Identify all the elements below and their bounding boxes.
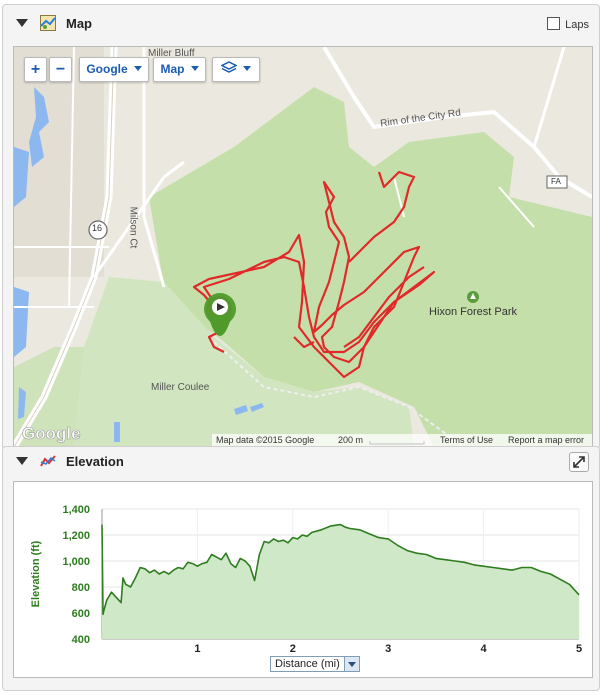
map-canvas[interactable]: Google bbox=[14, 47, 592, 447]
elevation-icon bbox=[40, 455, 56, 467]
laps-label: Laps bbox=[565, 19, 589, 31]
coulee-area bbox=[74, 277, 414, 447]
elevation-series-line bbox=[101, 523, 580, 616]
x-axis-selector[interactable]: Distance (mi) bbox=[270, 656, 360, 672]
map-panel-title: Map bbox=[66, 16, 92, 31]
map-attribution: Map data ©2015 Google 200 m Terms of Use… bbox=[212, 434, 592, 447]
x-tick-label: 5 bbox=[576, 643, 582, 652]
forest-area bbox=[149, 87, 592, 447]
map-icon bbox=[40, 15, 56, 31]
x-tick-label: 2 bbox=[290, 643, 296, 652]
elevation-panel: Elevation 400 600 800 1,000 1,200 1,400 1 2 3 4 5 E… bbox=[2, 446, 600, 691]
label-milson-ct: Milson Ct bbox=[127, 206, 139, 249]
label-hixon-forest-park: Hixon Forest Park bbox=[429, 306, 518, 318]
elevation-panel-title: Elevation bbox=[66, 454, 124, 469]
map-provider-label: Google bbox=[86, 62, 128, 76]
scale-label: 200 m bbox=[338, 435, 364, 445]
elevation-panel-header: Elevation bbox=[3, 447, 599, 477]
y-tick-label: 600 bbox=[72, 608, 90, 620]
chevron-down-icon bbox=[243, 66, 251, 71]
y-axis-label: Elevation (ft) bbox=[30, 540, 42, 607]
label-fa: FA bbox=[551, 177, 561, 186]
map-view[interactable]: Google Miller Bluff Rim of the City Rd M… bbox=[13, 46, 593, 448]
lake bbox=[29, 87, 49, 167]
collapse-triangle-icon[interactable] bbox=[16, 19, 28, 27]
laps-toggle[interactable]: Laps bbox=[547, 17, 589, 31]
elevation-chart-box: 400 600 800 1,000 1,200 1,400 1 2 3 4 5 Elevation (… bbox=[13, 481, 593, 678]
layers-icon bbox=[220, 61, 238, 73]
map-panel-header: Map Laps bbox=[3, 5, 599, 41]
y-tick-label: 400 bbox=[72, 634, 90, 646]
map-panel: Map Laps bbox=[2, 4, 600, 450]
elevation-area bbox=[102, 524, 579, 639]
terms-link[interactable]: Terms of Use bbox=[440, 435, 494, 445]
x-tick-label: 3 bbox=[385, 643, 391, 652]
map-type-label: Map bbox=[160, 62, 185, 76]
chevron-down-icon bbox=[133, 66, 142, 71]
label-route-16: 16 bbox=[92, 223, 103, 233]
map-type-dropdown[interactable]: Map bbox=[153, 57, 206, 82]
expand-icon bbox=[573, 456, 585, 468]
google-logo: Google bbox=[22, 424, 81, 443]
laps-checkbox[interactable] bbox=[547, 17, 561, 30]
x-tick-label: 4 bbox=[481, 643, 488, 652]
expand-button[interactable] bbox=[569, 452, 589, 472]
layers-dropdown[interactable] bbox=[212, 57, 260, 82]
elevation-chart[interactable]: 400 600 800 1,000 1,200 1,400 1 2 3 4 5 Elevation (… bbox=[14, 482, 592, 652]
y-tick-label: 1,400 bbox=[62, 504, 90, 516]
zoom-out-button[interactable]: − bbox=[49, 57, 72, 82]
x-axis-selector-label: Distance (mi) bbox=[275, 658, 340, 670]
chevron-down-icon bbox=[344, 657, 359, 671]
report-error-link[interactable]: Report a map error bbox=[508, 435, 585, 445]
collapse-triangle-icon[interactable] bbox=[16, 457, 28, 465]
y-tick-label: 1,000 bbox=[62, 556, 90, 568]
gps-track bbox=[192, 170, 436, 379]
x-tick-label: 1 bbox=[194, 643, 200, 652]
y-tick-label: 800 bbox=[72, 582, 90, 594]
map-data-credit: Map data ©2015 Google bbox=[216, 435, 315, 445]
y-tick-label: 1,200 bbox=[62, 530, 90, 542]
zoom-in-button[interactable]: + bbox=[24, 57, 47, 82]
map-provider-dropdown[interactable]: Google bbox=[79, 57, 149, 82]
chevron-down-icon bbox=[190, 66, 199, 71]
label-miller-coulee: Miller Coulee bbox=[151, 382, 210, 393]
label-miller-bluff: Miller Bluff bbox=[148, 48, 195, 59]
